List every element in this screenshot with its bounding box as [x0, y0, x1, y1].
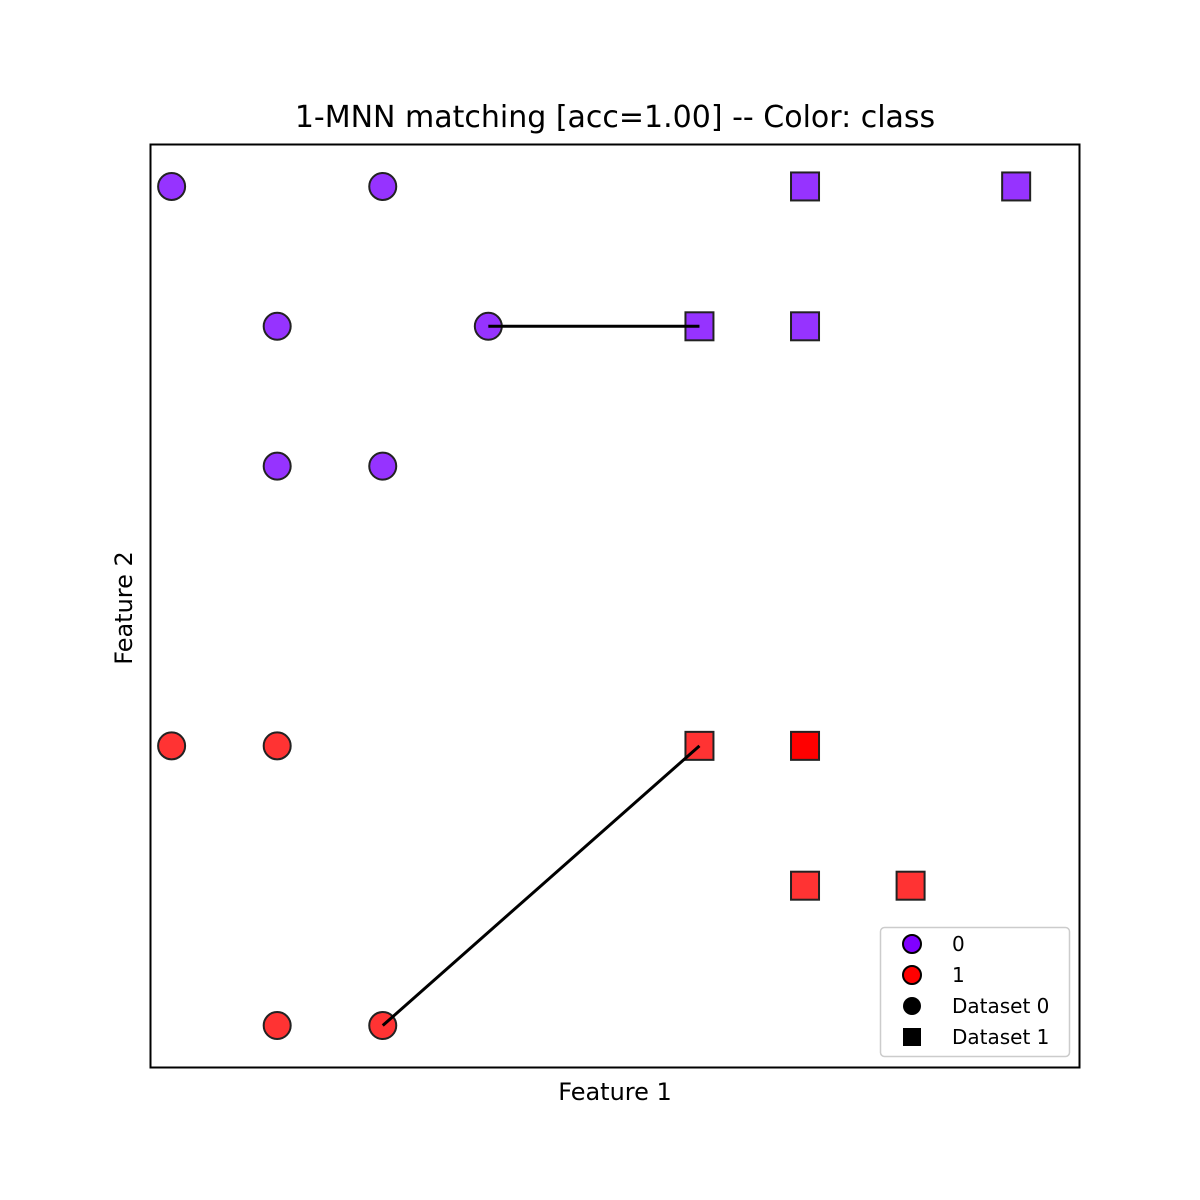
dataset1-point-5: [790, 730, 821, 761]
dataset0-point-4: [262, 451, 292, 481]
legend-label-2: Dataset 0: [952, 994, 1049, 1018]
dataset1-point-3: [790, 311, 821, 342]
chart-title: 1-MNN matching [acc=1.00] -- Color: clas…: [295, 100, 935, 135]
dataset0-point-1: [368, 171, 398, 201]
legend-marker-3: [903, 1028, 921, 1046]
plot-frame: [149, 143, 1081, 1069]
data-points: [157, 171, 1032, 1041]
dataset0-point-5: [368, 451, 398, 481]
dataset0-point-2: [262, 311, 292, 341]
dataset0-point-8: [262, 1011, 292, 1041]
legend-marker-2: [903, 997, 921, 1015]
match-line-1: [381, 744, 701, 1027]
dataset1-point-0: [790, 171, 821, 202]
legend-frame: [879, 926, 1071, 1058]
legend-label-0: 0: [952, 932, 965, 956]
dataset1-point-6: [790, 870, 821, 901]
dataset0-point-6: [157, 731, 187, 761]
legend-marker-1: [902, 965, 922, 985]
dataset0-point-7: [262, 731, 292, 761]
legend-marker-0: [902, 934, 922, 954]
legend-label-1: 1: [952, 963, 965, 987]
dataset1-point-7: [895, 870, 926, 901]
y-axis-label: Feature 2: [110, 551, 138, 665]
match-lines: [381, 324, 701, 1027]
dataset1-point-1: [1001, 171, 1032, 202]
legend-label-3: Dataset 1: [952, 1025, 1049, 1049]
legend: 0 1 Dataset 0 Dataset 1: [879, 926, 1071, 1058]
dataset0-point-0: [157, 171, 187, 201]
x-axis-label: Feature 1: [558, 1078, 672, 1106]
